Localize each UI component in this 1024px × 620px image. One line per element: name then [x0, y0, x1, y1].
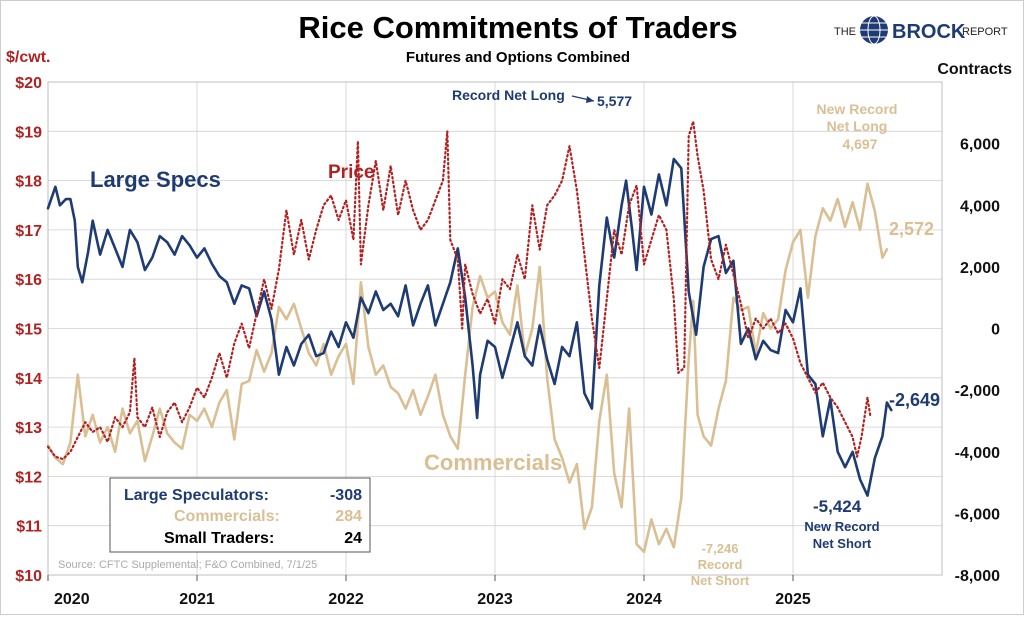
right-tick-label: -8,000 [955, 568, 1000, 585]
series-line-price [46, 120, 872, 461]
chart-subtitle: Futures and Options Combined [406, 49, 630, 66]
annotation-2572: 2,572 [889, 219, 934, 239]
source-note: Source: CFTC Supplemental; F&O Combined,… [58, 559, 317, 571]
annotation-4697: 4,697 [842, 136, 877, 152]
x-tick-label: 2024 [626, 591, 662, 608]
logo-the: THE [834, 26, 856, 38]
left-tick-label: $14 [15, 371, 42, 388]
chart-title: Rice Commitments of Traders [298, 10, 737, 45]
annotation-record-short-2: Net Short [691, 573, 750, 588]
annotation-record-short-1: Record [698, 557, 743, 572]
series [46, 120, 893, 554]
left-tick-label: $16 [15, 272, 42, 289]
logo-brock: BROCK [892, 21, 966, 43]
arrow-head-icon [586, 96, 594, 103]
right-tick-label: -4,000 [955, 445, 1000, 462]
legend-label-commercials: Commercials: [174, 508, 280, 525]
right-axis-label: Contracts [937, 61, 1012, 78]
x-tick-label: 2020 [54, 591, 90, 608]
annotation-neg-5424: -5,424 [813, 497, 862, 516]
x-axis: 2020 2021 2022 2023 2024 2025 [47, 575, 811, 608]
annotation-neg-2649: -2,649 [889, 390, 940, 410]
legend-value-commercials: 284 [335, 508, 362, 525]
legend-box-frame [109, 477, 371, 553]
left-tick-label: $19 [15, 124, 42, 141]
x-tick-label: 2023 [477, 591, 513, 608]
annotation-5577: 5,577 [597, 93, 632, 109]
annotations: Record Net Long 5,577 New Record Net Lon… [452, 87, 940, 588]
right-tick-label: 6,000 [960, 137, 1000, 154]
annotation-new-record-short-1: New Record [804, 519, 879, 534]
x-tick-label: 2025 [775, 591, 811, 608]
annotation-new-record-long-1: New Record [817, 101, 898, 117]
x-tick-label: 2022 [328, 591, 364, 608]
annotation-record-net-long: Record Net Long [452, 87, 565, 103]
left-tick-label: $12 [15, 469, 42, 486]
series-line-large-specs [46, 157, 893, 497]
legend-value-large-speculators: -308 [330, 487, 362, 504]
legend-value-small-traders: 24 [344, 530, 362, 547]
annotation-new-record-short-2: Net Short [813, 536, 872, 551]
right-tick-label: 4,000 [960, 198, 1000, 215]
left-axis: $10 $11 $12 $13 $14 $15 $16 $17 $18 $19 $20 [15, 75, 42, 585]
right-tick-label: 2,000 [960, 260, 1000, 277]
left-tick-label: $15 [15, 322, 42, 339]
legend-box: Large Speculators: -308 Commercials: 284… [109, 477, 371, 553]
x-tick-label: 2021 [179, 591, 215, 608]
annotation-neg-7246: -7,246 [702, 541, 739, 556]
left-axis-label: $/cwt. [6, 49, 50, 66]
logo-report: REPORT [962, 26, 1008, 38]
brock-report-logo: THE BROCK REPORT [834, 15, 1008, 45]
series-label-large-specs: Large Specs [90, 167, 221, 192]
left-tick-label: $13 [15, 420, 42, 437]
left-tick-label: $10 [15, 568, 42, 585]
annotation-new-record-long-2: Net Long [827, 118, 888, 134]
legend-label-small-traders: Small Traders: [164, 530, 274, 547]
left-tick-label: $18 [15, 174, 42, 191]
right-axis: -8,000 -6,000 -4,000 -2,000 0 2,000 4,000 6,000 [955, 137, 1000, 585]
right-tick-label: -2,000 [955, 383, 1000, 400]
left-tick-label: $17 [15, 223, 42, 240]
series-line-commercials [46, 182, 889, 554]
series-label-price: Price [328, 162, 374, 183]
legend-label-large-speculators: Large Speculators: [124, 487, 269, 504]
right-tick-label: 0 [991, 322, 1000, 339]
series-label-commercials: Commercials [424, 450, 562, 475]
left-tick-label: $20 [15, 75, 42, 92]
globe-icon [860, 15, 888, 45]
right-tick-label: -6,000 [955, 506, 1000, 523]
left-tick-label: $11 [16, 519, 42, 536]
